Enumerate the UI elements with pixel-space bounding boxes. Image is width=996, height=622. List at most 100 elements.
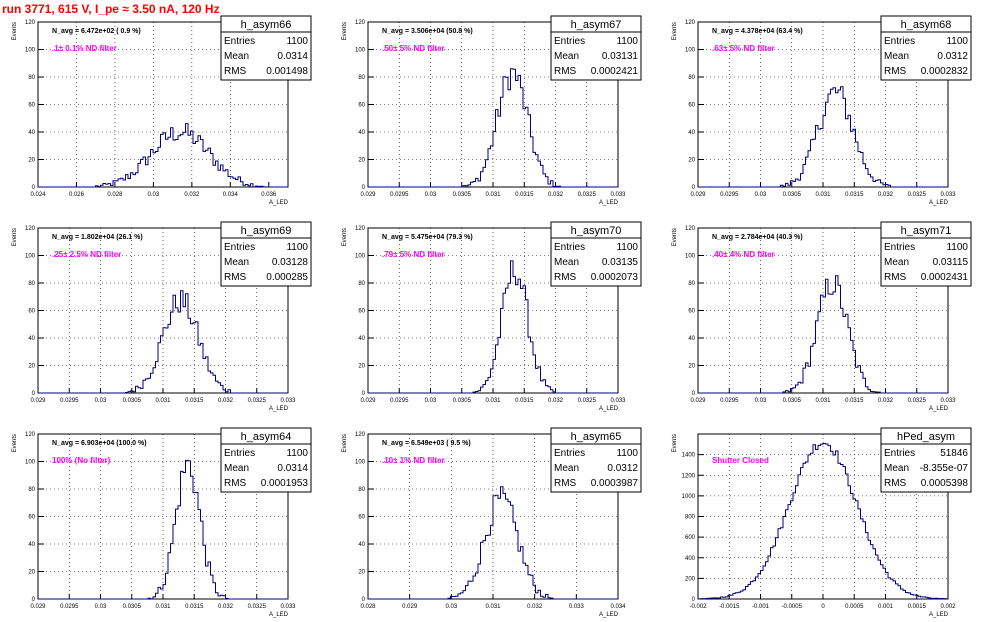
x-axis-label: A_LED — [269, 200, 289, 206]
stats-value: 0.03135 — [602, 257, 639, 268]
x-tick-label: -0.001 — [752, 604, 770, 610]
x-tick-label: 0.033 — [610, 192, 626, 198]
y-tick-label: 40 — [28, 542, 35, 548]
stats-value: 1100 — [946, 242, 968, 253]
stats-label: Entries — [224, 242, 255, 253]
x-tick-label: 0.0295 — [390, 192, 409, 198]
hist-name: h_asym69 — [241, 225, 292, 237]
stats-box: h_asym68 Entries 1100 Mean 0.0312 RMS 0.000283… — [880, 15, 972, 81]
histogram-line — [38, 290, 288, 394]
x-tick-label: 0.0295 — [60, 604, 79, 610]
x-tick-label: 0.032 — [878, 398, 894, 404]
y-tick-label: 60 — [28, 309, 35, 315]
x-tick-label: 0.03 — [148, 192, 160, 198]
stats-label: Entries — [224, 448, 255, 459]
stats-value: 0.03128 — [272, 257, 309, 268]
stats-label: Mean — [884, 257, 909, 268]
filter-label: Shutter Closed — [712, 456, 769, 465]
stats-label: RMS — [884, 66, 907, 77]
x-tick-label: 0.033 — [610, 398, 626, 404]
navg-label: N_avg = 2.784e+04 (40.3 %) — [712, 234, 803, 241]
y-tick-label: 20 — [688, 158, 695, 164]
x-tick-label: 0.0295 — [720, 398, 739, 404]
x-tick-label: 0.0295 — [390, 398, 409, 404]
stats-value: 0.0314 — [277, 463, 308, 474]
stats-value: 0.0001953 — [261, 478, 309, 489]
stats-label: Mean — [554, 51, 579, 62]
panel-h_asym67: 0.029 0.0295 0.03 0.0305 0.031 0.0315 0.032 0.0… — [342, 15, 642, 206]
y-tick-label: 120 — [25, 226, 36, 232]
panel-h_asym64: 0.029 0.0295 0.03 0.0305 0.031 0.0315 0.032 0.0… — [12, 427, 312, 618]
x-tick-label: 0.032 — [878, 192, 894, 198]
hist-name: h_asym66 — [241, 19, 292, 31]
x-tick-label: 0.029 — [690, 192, 706, 198]
y-tick-label: 20 — [28, 570, 35, 576]
x-tick-label: 0.024 — [30, 192, 46, 198]
x-tick-label: 0.0315 — [845, 192, 864, 198]
x-tick-label: 0.031 — [485, 192, 501, 198]
stats-box: h_asym69 Entries 1100 Mean 0.03128 RMS 0.00028… — [220, 221, 312, 287]
stats-label: Entries — [884, 242, 915, 253]
histogram-line — [368, 486, 618, 600]
x-tick-label: 0.0315 — [845, 398, 864, 404]
y-tick-label: 40 — [688, 130, 695, 136]
x-tick-label: 0.032 — [218, 604, 234, 610]
navg-label: N_avg = 6.472e+02 ( 0.9 %) — [52, 28, 141, 35]
stats-value: 1100 — [286, 36, 308, 47]
x-tick-label: 0.0315 — [515, 398, 534, 404]
y-tick-label: 20 — [358, 570, 365, 576]
x-tick-label: 0.029 — [360, 192, 376, 198]
x-tick-label: 0.001 — [878, 604, 894, 610]
histogram-line — [38, 459, 288, 600]
y-tick-label: 60 — [28, 515, 35, 521]
y-tick-label: 40 — [358, 542, 365, 548]
stats-label: RMS — [224, 66, 247, 77]
stats-value: 1100 — [616, 242, 638, 253]
navg-label: N_avg = 6.549e+03 ( 9.5 %) — [382, 440, 471, 447]
x-tick-label: 0.03 — [95, 604, 107, 610]
hist-name: h_asym67 — [571, 19, 622, 31]
y-tick-label: 120 — [685, 20, 696, 26]
x-tick-label: 0.0015 — [908, 604, 927, 610]
y-tick-label: 100 — [355, 460, 366, 466]
y-tick-label: 200 — [685, 576, 696, 582]
histogram-line — [698, 443, 948, 600]
y-tick-label: 20 — [688, 364, 695, 370]
stats-label: Mean — [224, 257, 249, 268]
x-tick-label: 0.033 — [280, 398, 296, 404]
stats-label: RMS — [554, 66, 577, 77]
y-tick-label: 0 — [32, 597, 36, 603]
x-axis-label: A_LED — [929, 200, 949, 206]
histogram-line — [38, 123, 288, 188]
y-axis-label: Events — [12, 434, 18, 452]
stats-label: RMS — [224, 478, 247, 489]
y-axis-label: Events — [672, 228, 678, 246]
x-tick-label: 0.031 — [815, 192, 831, 198]
x-tick-label: 0.03 — [755, 398, 767, 404]
y-axis-label: Events — [342, 434, 348, 452]
x-tick-label: 0.029 — [402, 604, 418, 610]
panel-h_asym70: 0.029 0.0295 0.03 0.0305 0.031 0.0315 0.032 0.0… — [342, 221, 642, 412]
run-title: run 3771, 615 V, I_pe ≈ 3.50 nA, 120 Hz — [2, 2, 220, 16]
stats-label: RMS — [554, 478, 577, 489]
stats-label: Entries — [554, 36, 585, 47]
y-tick-label: 0 — [692, 597, 696, 603]
x-tick-label: 0.026 — [69, 192, 85, 198]
filter-label: .50± 5% ND filter — [382, 44, 445, 53]
y-tick-label: 600 — [685, 535, 696, 541]
y-tick-label: 40 — [358, 130, 365, 136]
y-tick-label: 40 — [28, 130, 35, 136]
stats-label: RMS — [884, 478, 907, 489]
x-tick-label: 0.0315 — [185, 604, 204, 610]
y-tick-label: 120 — [355, 226, 366, 232]
x-tick-label: 0.03 — [445, 604, 457, 610]
stats-label: Mean — [884, 51, 909, 62]
y-axis-label: Events — [342, 22, 348, 40]
y-tick-label: 0 — [692, 391, 696, 397]
y-tick-label: 80 — [358, 487, 365, 493]
stats-label: RMS — [224, 272, 247, 283]
x-tick-label: 0.03 — [425, 398, 437, 404]
navg-label: N_avg = 4.378e+04 (63.4 %) — [712, 28, 803, 35]
histogram-line — [698, 275, 948, 394]
x-tick-label: 0.0305 — [123, 604, 142, 610]
